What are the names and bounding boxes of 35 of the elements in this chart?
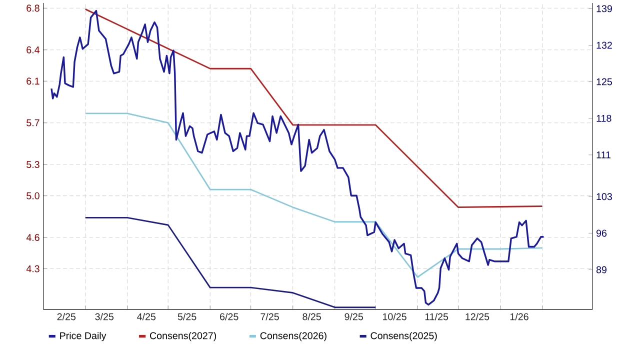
- x-tick-label: 4/25: [137, 313, 156, 320]
- legend-label: Consens(2025): [370, 332, 437, 342]
- x-tick-label: 9/25: [344, 313, 363, 320]
- y-tick-label: 5.7: [26, 119, 40, 126]
- legend-label: Consens(2027): [150, 332, 216, 342]
- y-tick-label: 4.3: [26, 265, 40, 272]
- y-tick-label: 6.1: [26, 78, 40, 85]
- y-tick-label: 5.0: [26, 192, 40, 200]
- x-tick-label: 12/25: [466, 313, 490, 320]
- x-tick-label: 1/26: [510, 313, 528, 320]
- x-tick-label: 11/25: [425, 313, 448, 320]
- y-tick-label: 5.3: [26, 161, 40, 168]
- legend-label: Consens(2026): [260, 332, 326, 342]
- y-tick-label: 6.4: [26, 46, 40, 54]
- y2-tick-label: 132: [596, 42, 612, 49]
- y-tick-label: 6.8: [26, 4, 40, 12]
- y2-tick-label: 103: [596, 193, 612, 200]
- y2-tick-label: 139: [596, 5, 612, 12]
- x-tick-label: 2/25: [57, 313, 76, 320]
- y2-tick-label: 96: [596, 230, 607, 237]
- y-tick-label: 4.6: [26, 234, 40, 242]
- x-tick-label: 7/25: [260, 313, 279, 320]
- x-tick-label: 3/25: [95, 313, 114, 320]
- x-tick-label: 5/25: [178, 313, 196, 320]
- y2-tick-label: 118: [596, 114, 612, 122]
- y2-tick-label: 89: [596, 266, 606, 274]
- x-tick-label: 6/25: [220, 313, 238, 320]
- x-tick-label: 10/25: [382, 313, 406, 320]
- x-tick-label: 8/25: [302, 313, 321, 320]
- line-series: [84, 8, 544, 208]
- legend-label: Price Daily: [60, 332, 106, 342]
- y2-tick-label: 111: [596, 152, 610, 158]
- y2-tick-label: 125: [596, 78, 612, 86]
- line-series: [84, 217, 376, 308]
- line-series: [84, 112, 544, 278]
